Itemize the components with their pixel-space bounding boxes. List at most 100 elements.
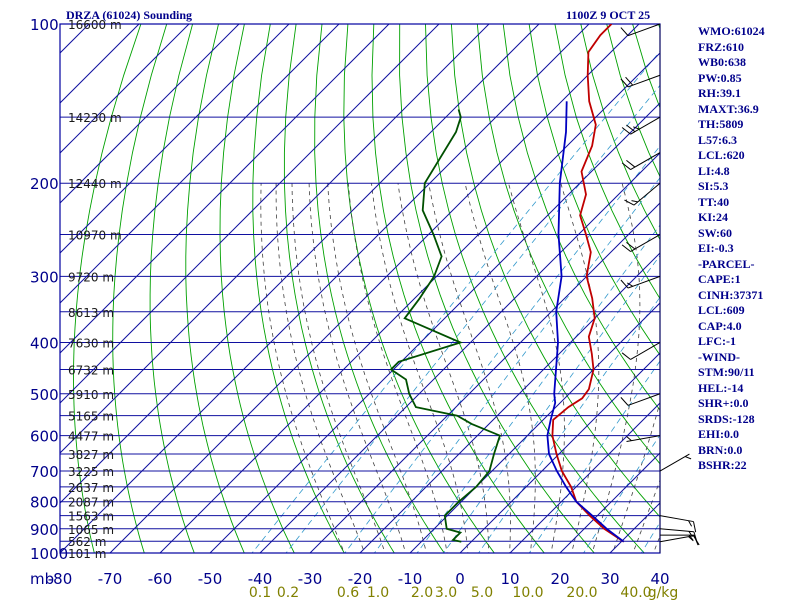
- isotherm-line: [459, 352, 660, 553]
- isotherm-line: [60, 24, 190, 154]
- chart-profiles: [389, 24, 625, 543]
- wind-barb: [621, 234, 661, 252]
- mixing-ratio-line: [443, 254, 660, 553]
- wind-barb: [620, 393, 661, 406]
- index-line: WMO:61024: [698, 24, 765, 38]
- moist-adiabat-line: [591, 183, 641, 553]
- index-line: SI:5.3: [698, 179, 729, 193]
- temperature-tick-label: -20: [348, 570, 373, 588]
- temperature-tick-label: 40: [650, 570, 669, 588]
- index-line: LFC:-1: [698, 334, 736, 348]
- index-line: TH:5809: [698, 117, 744, 131]
- index-line: EHI:0.0: [698, 427, 740, 441]
- pressure-unit-label: mb: [30, 570, 54, 588]
- pressure-tick-label: 400: [30, 334, 59, 352]
- wind-barb: [621, 342, 661, 360]
- height-label: 6732 m: [68, 364, 114, 378]
- height-label: 101 m: [68, 547, 106, 561]
- moist-adiabat-line: [327, 183, 427, 553]
- moist-adiabat-line: [428, 183, 511, 553]
- dry-adiabat-line: [149, 24, 195, 553]
- moist-adiabat-line: [560, 183, 600, 553]
- dry-adiabat-line: [314, 24, 445, 553]
- height-label: 4477 m: [68, 430, 114, 444]
- wind-barb: [626, 435, 661, 443]
- index-line: BSHR:22: [698, 458, 747, 472]
- wind-barb: [620, 275, 661, 289]
- index-line: LCL:609: [698, 303, 745, 317]
- moist-adiabat-line: [508, 183, 565, 553]
- index-line: -PARCEL-: [698, 256, 755, 271]
- height-label: 9720 m: [68, 270, 114, 284]
- mixing-ratio-tick-label: 40.0: [620, 585, 651, 600]
- temperature-tick-label: 30: [600, 570, 619, 588]
- index-line: L57:6.3: [698, 132, 737, 147]
- isotherm-line: [60, 24, 290, 254]
- height-label: 14230 m: [68, 111, 122, 125]
- index-line: BRN:0.0: [698, 442, 743, 457]
- height-label: 5910 m: [68, 388, 114, 402]
- isotherm-line: [60, 24, 340, 304]
- mixing-ratio-tick-label: 5.0: [471, 585, 493, 600]
- moist-adiabat-line: [371, 183, 469, 553]
- index-line: TT:40: [698, 194, 730, 209]
- index-line: LCL:620: [698, 148, 745, 162]
- pressure-tick-label: 100: [30, 16, 59, 34]
- dry-adiabat-line: [185, 24, 245, 553]
- height-label: 1563 m: [68, 510, 114, 524]
- index-line: PW:0.85: [698, 70, 742, 85]
- mixing-ratio-tick-label: 2.0: [411, 585, 433, 600]
- index-line: WB0:638: [698, 55, 746, 69]
- isotherm-line: [159, 52, 660, 553]
- height-label: 562 m: [68, 535, 106, 549]
- stability-indices-panel: WMO:61024 FRZ:610 WB0:638 PW:0.85 RH:39.1 MAX…: [698, 24, 765, 474]
- dry-adiabat-line: [371, 24, 545, 553]
- index-line: CAPE:1: [698, 272, 741, 286]
- isotherm-line: [60, 24, 440, 404]
- wind-barb: [659, 528, 698, 543]
- index-line: FRZ:610: [698, 39, 744, 54]
- wind-barb: [659, 515, 697, 533]
- temperature-tick-label: 20: [550, 570, 569, 588]
- mixing-ratio-line: [528, 360, 660, 553]
- isotherm-line: [109, 24, 640, 553]
- height-label: 7630 m: [68, 336, 114, 350]
- height-label: 8613 m: [68, 306, 114, 320]
- isotherm-line: [60, 24, 590, 553]
- index-line: STM:90/11: [698, 365, 755, 379]
- mixing-ratio-unit-label: g/kg: [648, 585, 679, 600]
- index-line: -WIND-: [698, 349, 740, 364]
- temperature-tick-label: -40: [248, 570, 273, 588]
- observation-time: 1100Z 9 OCT 25: [566, 8, 651, 22]
- dry-adiabat-line: [399, 24, 595, 553]
- dry-adiabat-line: [762, 24, 800, 564]
- wind-barb: [659, 535, 700, 546]
- dry-adiabat-line: [425, 24, 645, 553]
- temperature-tick-label: -80: [48, 570, 73, 588]
- moist-adiabat-line: [347, 183, 448, 553]
- dry-adiabat-line: [528, 24, 660, 356]
- mixing-ratio-tick-label: 0.2: [277, 585, 299, 600]
- dry-adiabat-line: [73, 24, 142, 553]
- wind-barb: [620, 23, 661, 37]
- height-label: 3827 m: [68, 448, 114, 462]
- moist-adiabat-line: [612, 401, 660, 553]
- isotherm-line: [509, 402, 660, 553]
- pressure-tick-label: 600: [30, 428, 59, 446]
- mixing-ratio-tick-label: 0.6: [337, 585, 359, 600]
- temperature-tick-label: -10: [398, 570, 423, 588]
- index-line: CAP:4.0: [698, 318, 742, 333]
- dry-adiabat-line: [283, 24, 395, 553]
- mixing-ratio-line: [640, 521, 660, 553]
- height-label: 2637 m: [68, 481, 114, 495]
- mixing-ratio-tick-label: 1.0: [367, 585, 389, 600]
- mixing-ratio-line: [583, 434, 660, 553]
- mixing-ratio-tick-label: 3.0: [435, 585, 457, 600]
- isotherm-line: [60, 24, 390, 354]
- mixing-ratio-tick-label: 10.0: [512, 585, 543, 600]
- index-line: SW:60: [698, 225, 733, 240]
- height-label: 16600 m: [68, 18, 122, 32]
- pressure-tick-label: 500: [30, 386, 59, 404]
